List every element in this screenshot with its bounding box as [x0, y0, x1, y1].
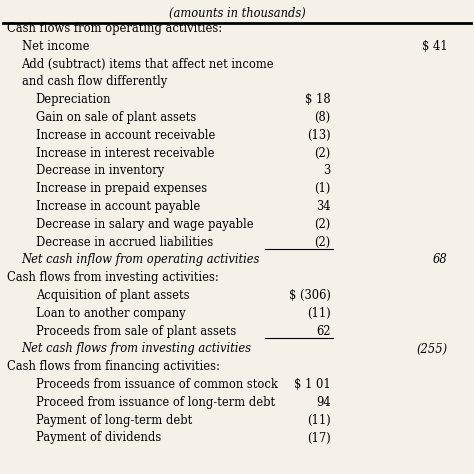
Text: Gain on sale of plant assets: Gain on sale of plant assets [36, 111, 196, 124]
Text: and cash flow differently: and cash flow differently [21, 75, 167, 89]
Text: (255): (255) [417, 342, 448, 356]
Text: Decrease in accrued liabilities: Decrease in accrued liabilities [36, 236, 213, 249]
Text: 94: 94 [316, 396, 331, 409]
Text: $ 41: $ 41 [422, 40, 448, 53]
Text: $ (306): $ (306) [289, 289, 331, 302]
Text: Cash flows from operating activities:: Cash flows from operating activities: [8, 22, 223, 35]
Text: (2): (2) [314, 146, 331, 160]
Text: Decrease in salary and wage payable: Decrease in salary and wage payable [36, 218, 253, 231]
Text: Depreciation: Depreciation [36, 93, 111, 106]
Text: Proceed from issuance of long-term debt: Proceed from issuance of long-term debt [36, 396, 275, 409]
Text: Proceeds from issuance of common stock: Proceeds from issuance of common stock [36, 378, 277, 391]
Text: (11): (11) [307, 307, 331, 320]
Text: (1): (1) [314, 182, 331, 195]
Text: Cash flows from investing activities:: Cash flows from investing activities: [8, 271, 219, 284]
Text: Increase in prepaid expenses: Increase in prepaid expenses [36, 182, 207, 195]
Text: Increase in account receivable: Increase in account receivable [36, 129, 215, 142]
Text: (8): (8) [314, 111, 331, 124]
Text: (17): (17) [307, 431, 331, 445]
Text: (11): (11) [307, 414, 331, 427]
Text: Add (subtract) items that affect net income: Add (subtract) items that affect net inc… [21, 58, 274, 71]
Text: Decrease in inventory: Decrease in inventory [36, 164, 164, 177]
Text: Proceeds from sale of plant assets: Proceeds from sale of plant assets [36, 325, 236, 337]
Text: 3: 3 [323, 164, 331, 177]
Text: (amounts in thousands): (amounts in thousands) [169, 7, 305, 19]
Text: Acquisition of plant assets: Acquisition of plant assets [36, 289, 189, 302]
Text: Increase in interest receivable: Increase in interest receivable [36, 146, 214, 160]
Text: 34: 34 [316, 200, 331, 213]
Text: Net income: Net income [21, 40, 89, 53]
Text: Payment of long-term debt: Payment of long-term debt [36, 414, 192, 427]
Text: Loan to another company: Loan to another company [36, 307, 185, 320]
Text: $ 18: $ 18 [305, 93, 331, 106]
Text: $ 1 01: $ 1 01 [294, 378, 331, 391]
Text: Net cash flows from investing activities: Net cash flows from investing activities [21, 342, 252, 356]
Text: 62: 62 [316, 325, 331, 337]
Text: 68: 68 [433, 254, 448, 266]
Text: Payment of dividends: Payment of dividends [36, 431, 161, 445]
Text: (2): (2) [314, 218, 331, 231]
Text: Net cash inflow from operating activities: Net cash inflow from operating activitie… [21, 254, 260, 266]
Text: Cash flows from financing activities:: Cash flows from financing activities: [8, 360, 220, 373]
Text: Increase in account payable: Increase in account payable [36, 200, 200, 213]
Text: (13): (13) [307, 129, 331, 142]
Text: (2): (2) [314, 236, 331, 249]
